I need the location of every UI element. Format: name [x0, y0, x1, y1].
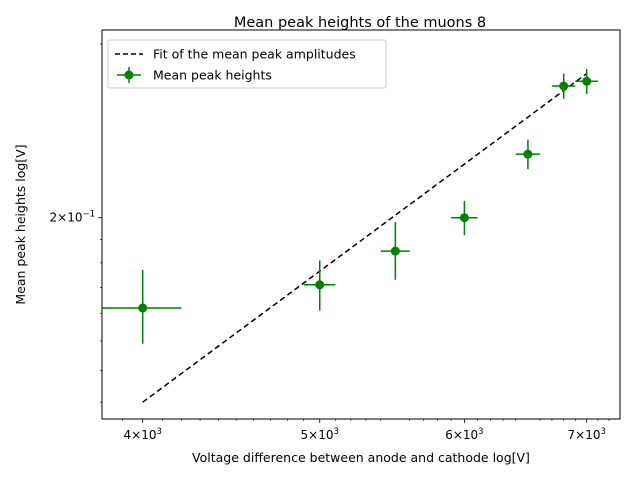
x-tick-label: 4×103: [124, 427, 162, 442]
y-tick-label: 2×10−1: [50, 210, 96, 225]
legend-series-swatch-marker: [124, 70, 134, 80]
data-point: [315, 280, 325, 290]
legend-box: [107, 39, 387, 89]
data-point: [582, 76, 592, 86]
data-point: [459, 213, 469, 223]
legend-series-label: Mean peak heights: [153, 68, 272, 83]
x-tick-label: 7×103: [568, 427, 606, 442]
legend-fit-label: Fit of the mean peak amplitudes: [153, 47, 356, 62]
data-point: [390, 246, 400, 256]
x-tick-label: 5×103: [301, 427, 339, 442]
data-point: [559, 81, 569, 91]
plot-frame: [101, 29, 621, 420]
x-axis-label: Voltage difference between anode and cat…: [192, 450, 530, 465]
chart-title: Mean peak heights of the muons 8: [234, 15, 486, 31]
data-point: [138, 303, 148, 313]
data-point: [523, 149, 533, 159]
x-tick-label: 6×103: [445, 427, 483, 442]
y-axis-label: Mean peak heights log[V]: [13, 144, 28, 304]
legend: Fit of the mean peak amplitudes Mean pea…: [107, 39, 387, 89]
fit-line: [142, 72, 588, 403]
